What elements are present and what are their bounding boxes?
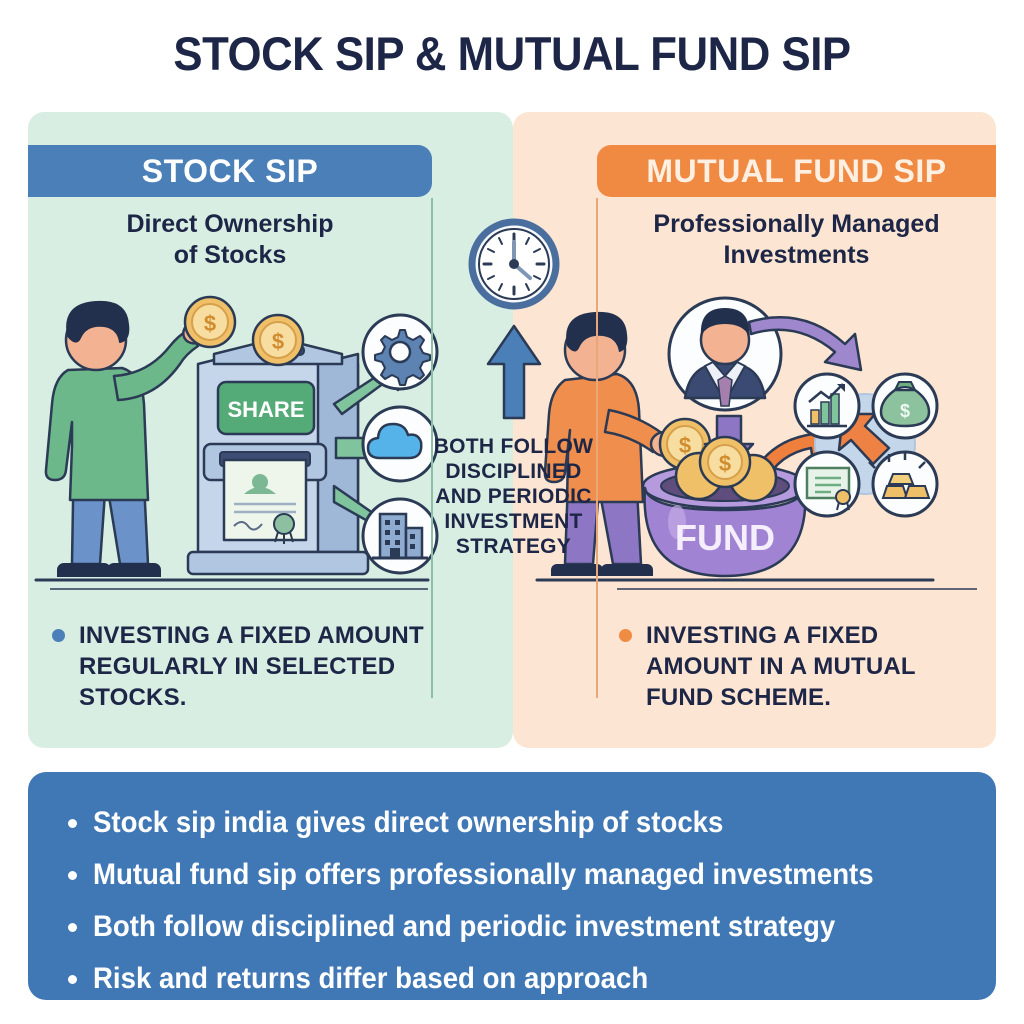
summary-bullet-dot [68, 923, 77, 932]
fund-manager-avatar [667, 296, 783, 412]
stock-sip-illustration: SHARE $ $ [34, 295, 439, 582]
mutual-fund-sip-header: MUTUAL FUND SIP [597, 145, 996, 197]
center-common-note: BOTH FOLLOW DISCIPLINED AND PERIODIC INV… [433, 435, 594, 558]
list-item: Both follow disciplined and periodic inv… [68, 906, 956, 948]
cloud-icon [361, 405, 439, 483]
mutual-bullet-rule [617, 588, 977, 590]
clock-icon [468, 218, 559, 310]
stock-bullet-text: INVESTING A FIXED AMOUNT REGULARLY IN SE… [79, 622, 424, 711]
svg-text:$: $ [204, 311, 216, 336]
mutual-fund-sip-illustration: $ $ FUND [535, 296, 939, 582]
mutual-fund-sip-bullet: INVESTING A FIXED AMOUNT IN A MUTUAL FUN… [619, 620, 981, 713]
mutual-fund-sip-panel: $ $ FUND [513, 112, 996, 748]
mutual-fund-subtitle-line2: Investments [723, 241, 870, 269]
svg-text:$: $ [719, 451, 731, 476]
summary-bullet-dot [68, 819, 77, 828]
svg-text:$: $ [272, 329, 284, 354]
summary-text: Risk and returns differ based on approac… [93, 962, 649, 995]
center-common-column: BOTH FOLLOW DISCIPLINED AND PERIODIC INV… [432, 218, 595, 559]
stock-sip-subtitle: Direct Ownership of Stocks [28, 209, 432, 271]
stock-sip-bullet: INVESTING A FIXED AMOUNT REGULARLY IN SE… [52, 620, 424, 713]
list-item: Risk and returns differ based on approac… [68, 958, 956, 1000]
money-bag-icon: $ [871, 372, 939, 440]
share-machine-label: SHARE [227, 397, 304, 422]
list-item: Stock sip india gives direct ownership o… [68, 802, 956, 844]
stock-sip-header-label: STOCK SIP [141, 152, 319, 189]
mutual-fund-sip-header-label: MUTUAL FUND SIP [646, 152, 947, 189]
stock-bullet-dot [52, 629, 65, 642]
svg-text:$: $ [679, 433, 691, 458]
summary-bullet-dot [68, 975, 77, 984]
stock-sip-subtitle-line1: Direct Ownership [126, 210, 334, 238]
mutual-panel-divider [596, 198, 598, 698]
list-item: Mutual fund sip offers professionally ma… [68, 854, 956, 896]
gold-bars-icon [868, 450, 939, 518]
fund-pot: $ FUND [641, 435, 809, 578]
building-icon [361, 497, 439, 575]
stock-panel-divider [431, 198, 433, 698]
stock-bullet-rule [50, 588, 428, 590]
mutual-bullet-dot [619, 629, 632, 642]
stock-sip-header: STOCK SIP [28, 145, 432, 197]
gear-icon [361, 313, 439, 391]
summary-text: Mutual fund sip offers professionally ma… [93, 858, 874, 891]
summary-box: Stock sip india gives direct ownership o… [28, 772, 996, 1000]
page-title: STOCK SIP & MUTUAL FUND SIP [173, 27, 851, 80]
mutual-fund-subtitle-line1: Professionally Managed [653, 210, 940, 238]
summary-text: Both follow disciplined and periodic inv… [93, 910, 836, 943]
summary-bullet-dot [68, 871, 77, 880]
coin-icon-slot: $ [251, 313, 305, 367]
mutual-bullet-text: INVESTING A FIXED AMOUNT IN A MUTUAL FUN… [646, 622, 916, 711]
mutual-fund-sip-subtitle: Professionally Managed Investments [597, 209, 996, 271]
coin-icon-upper: $ [183, 295, 237, 349]
arrow-up-icon [486, 324, 541, 420]
certificate-icon [793, 450, 861, 518]
stock-sip-subtitle-line2: of Stocks [173, 241, 287, 269]
fund-pot-label: FUND [675, 517, 775, 558]
growth-chart-icon [793, 372, 861, 440]
svg-text:$: $ [900, 401, 910, 421]
stock-sip-panel: SHARE $ $ [28, 112, 513, 748]
summary-text: Stock sip india gives direct ownership o… [93, 806, 724, 839]
